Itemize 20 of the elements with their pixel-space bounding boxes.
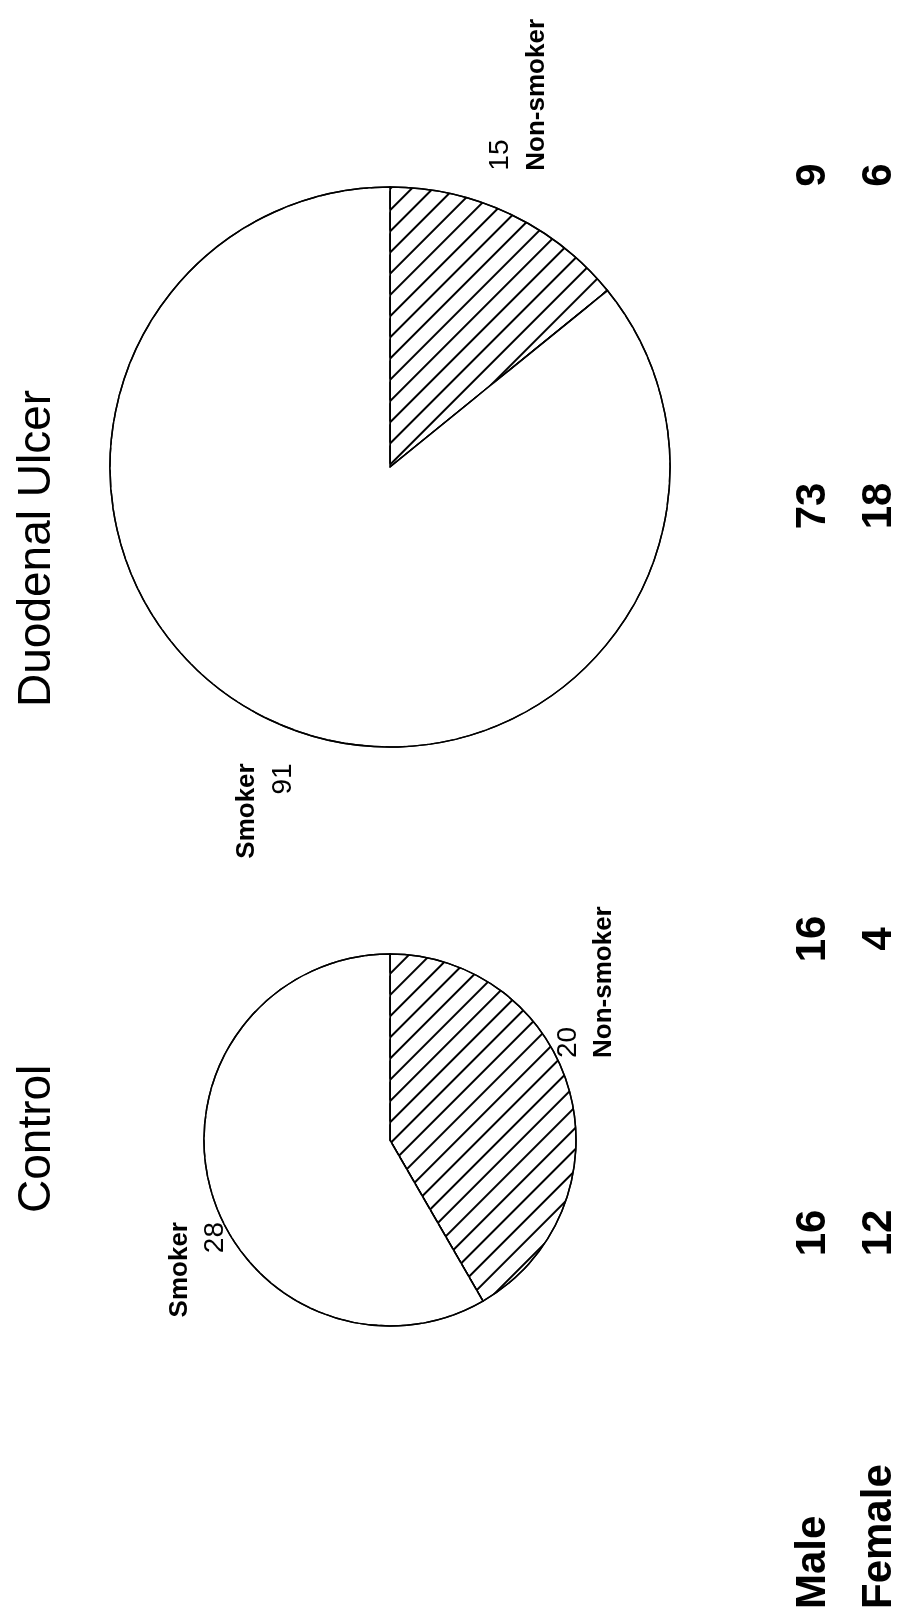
slice-label: Smoker — [230, 763, 261, 859]
data-label: 28 — [198, 1222, 230, 1254]
text: 4 — [852, 926, 900, 951]
text: 12 — [852, 1209, 900, 1257]
slice-label: Non-smoker — [519, 18, 550, 171]
text: 18 — [852, 482, 900, 530]
text: Duodenal Ulcer — [8, 389, 60, 707]
text: 16 — [786, 915, 834, 963]
data-label: 20 — [550, 1026, 582, 1058]
text: Female — [852, 1464, 900, 1609]
text: 9 — [786, 163, 834, 187]
slice-label: Non-smoker — [587, 906, 618, 1058]
text: Male — [786, 1515, 834, 1609]
text: 16 — [786, 1209, 834, 1257]
text: Control — [8, 1064, 60, 1213]
data-label: 15 — [483, 139, 515, 171]
text: 73 — [786, 482, 834, 530]
slice-label: Smoker — [162, 1222, 193, 1318]
data-label: 91 — [265, 763, 297, 795]
text: 6 — [852, 163, 900, 187]
